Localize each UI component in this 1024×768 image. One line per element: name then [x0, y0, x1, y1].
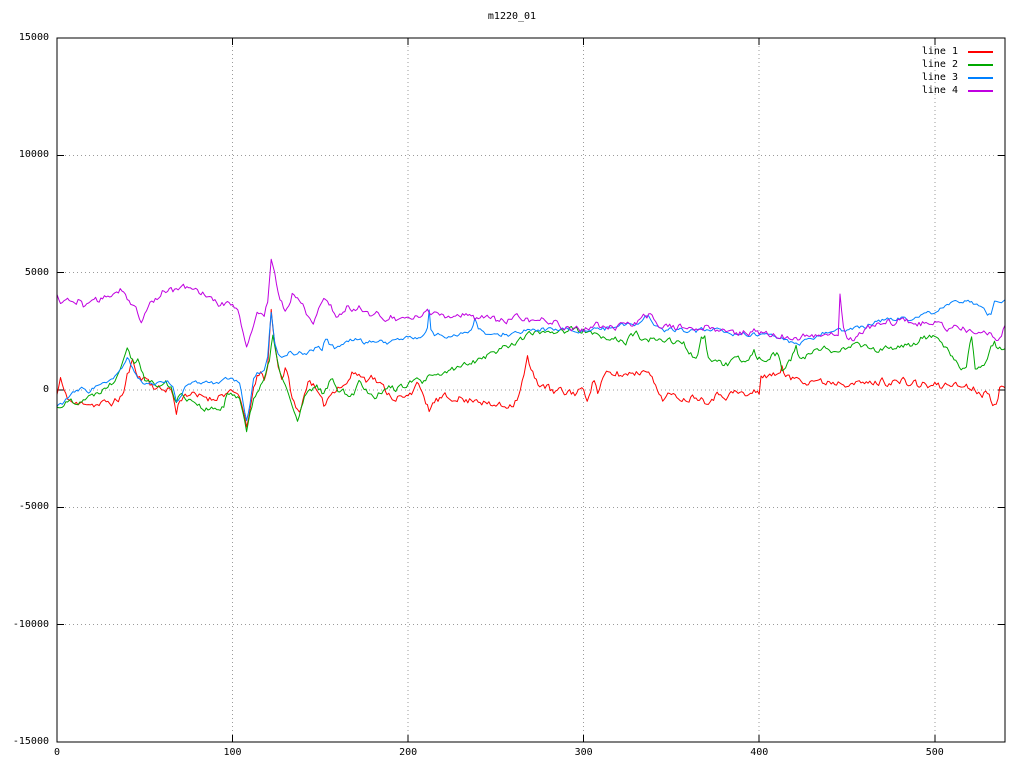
legend-item-1: line 1 [890, 45, 993, 58]
y-tick-label: -5000 [18, 501, 49, 513]
x-tick-label: 0 [53, 747, 61, 758]
legend-line-sample [968, 76, 993, 79]
legend-label: line 4 [921, 85, 958, 96]
plot-border [56, 37, 1006, 743]
x-tick-label: 300 [574, 747, 593, 758]
y-tick-label: -15000 [12, 736, 49, 747]
legend-label: line 1 [921, 46, 958, 57]
legend-label: line 3 [921, 72, 958, 83]
y-tick-label: -10000 [12, 618, 49, 630]
y-tick-label: 0 [42, 384, 49, 395]
x-tick-label: 100 [223, 747, 242, 758]
y-tick-label: 15000 [18, 32, 49, 43]
chart-title: m1220_01 [487, 11, 537, 22]
legend-item-3: line 3 [890, 71, 993, 84]
x-tick-label: 200 [399, 747, 418, 758]
y-tick-label: 5000 [24, 266, 49, 278]
series-line-2 [56, 326, 1006, 433]
legend: line 1 line 2 line 3 line 4 [890, 45, 993, 97]
y-tick-label: 10000 [18, 149, 49, 161]
series-line-1 [56, 308, 1006, 428]
series-line-4 [56, 258, 1006, 348]
legend-line-sample [968, 89, 993, 92]
x-tick-label: 500 [925, 747, 944, 758]
x-tick-label: 400 [750, 747, 769, 758]
legend-label: line 2 [921, 59, 958, 70]
legend-item-2: line 2 [890, 58, 993, 71]
legend-line-sample [968, 50, 993, 53]
legend-item-4: line 4 [890, 84, 993, 97]
legend-line-sample [968, 63, 993, 66]
series-line-3 [56, 299, 1006, 422]
